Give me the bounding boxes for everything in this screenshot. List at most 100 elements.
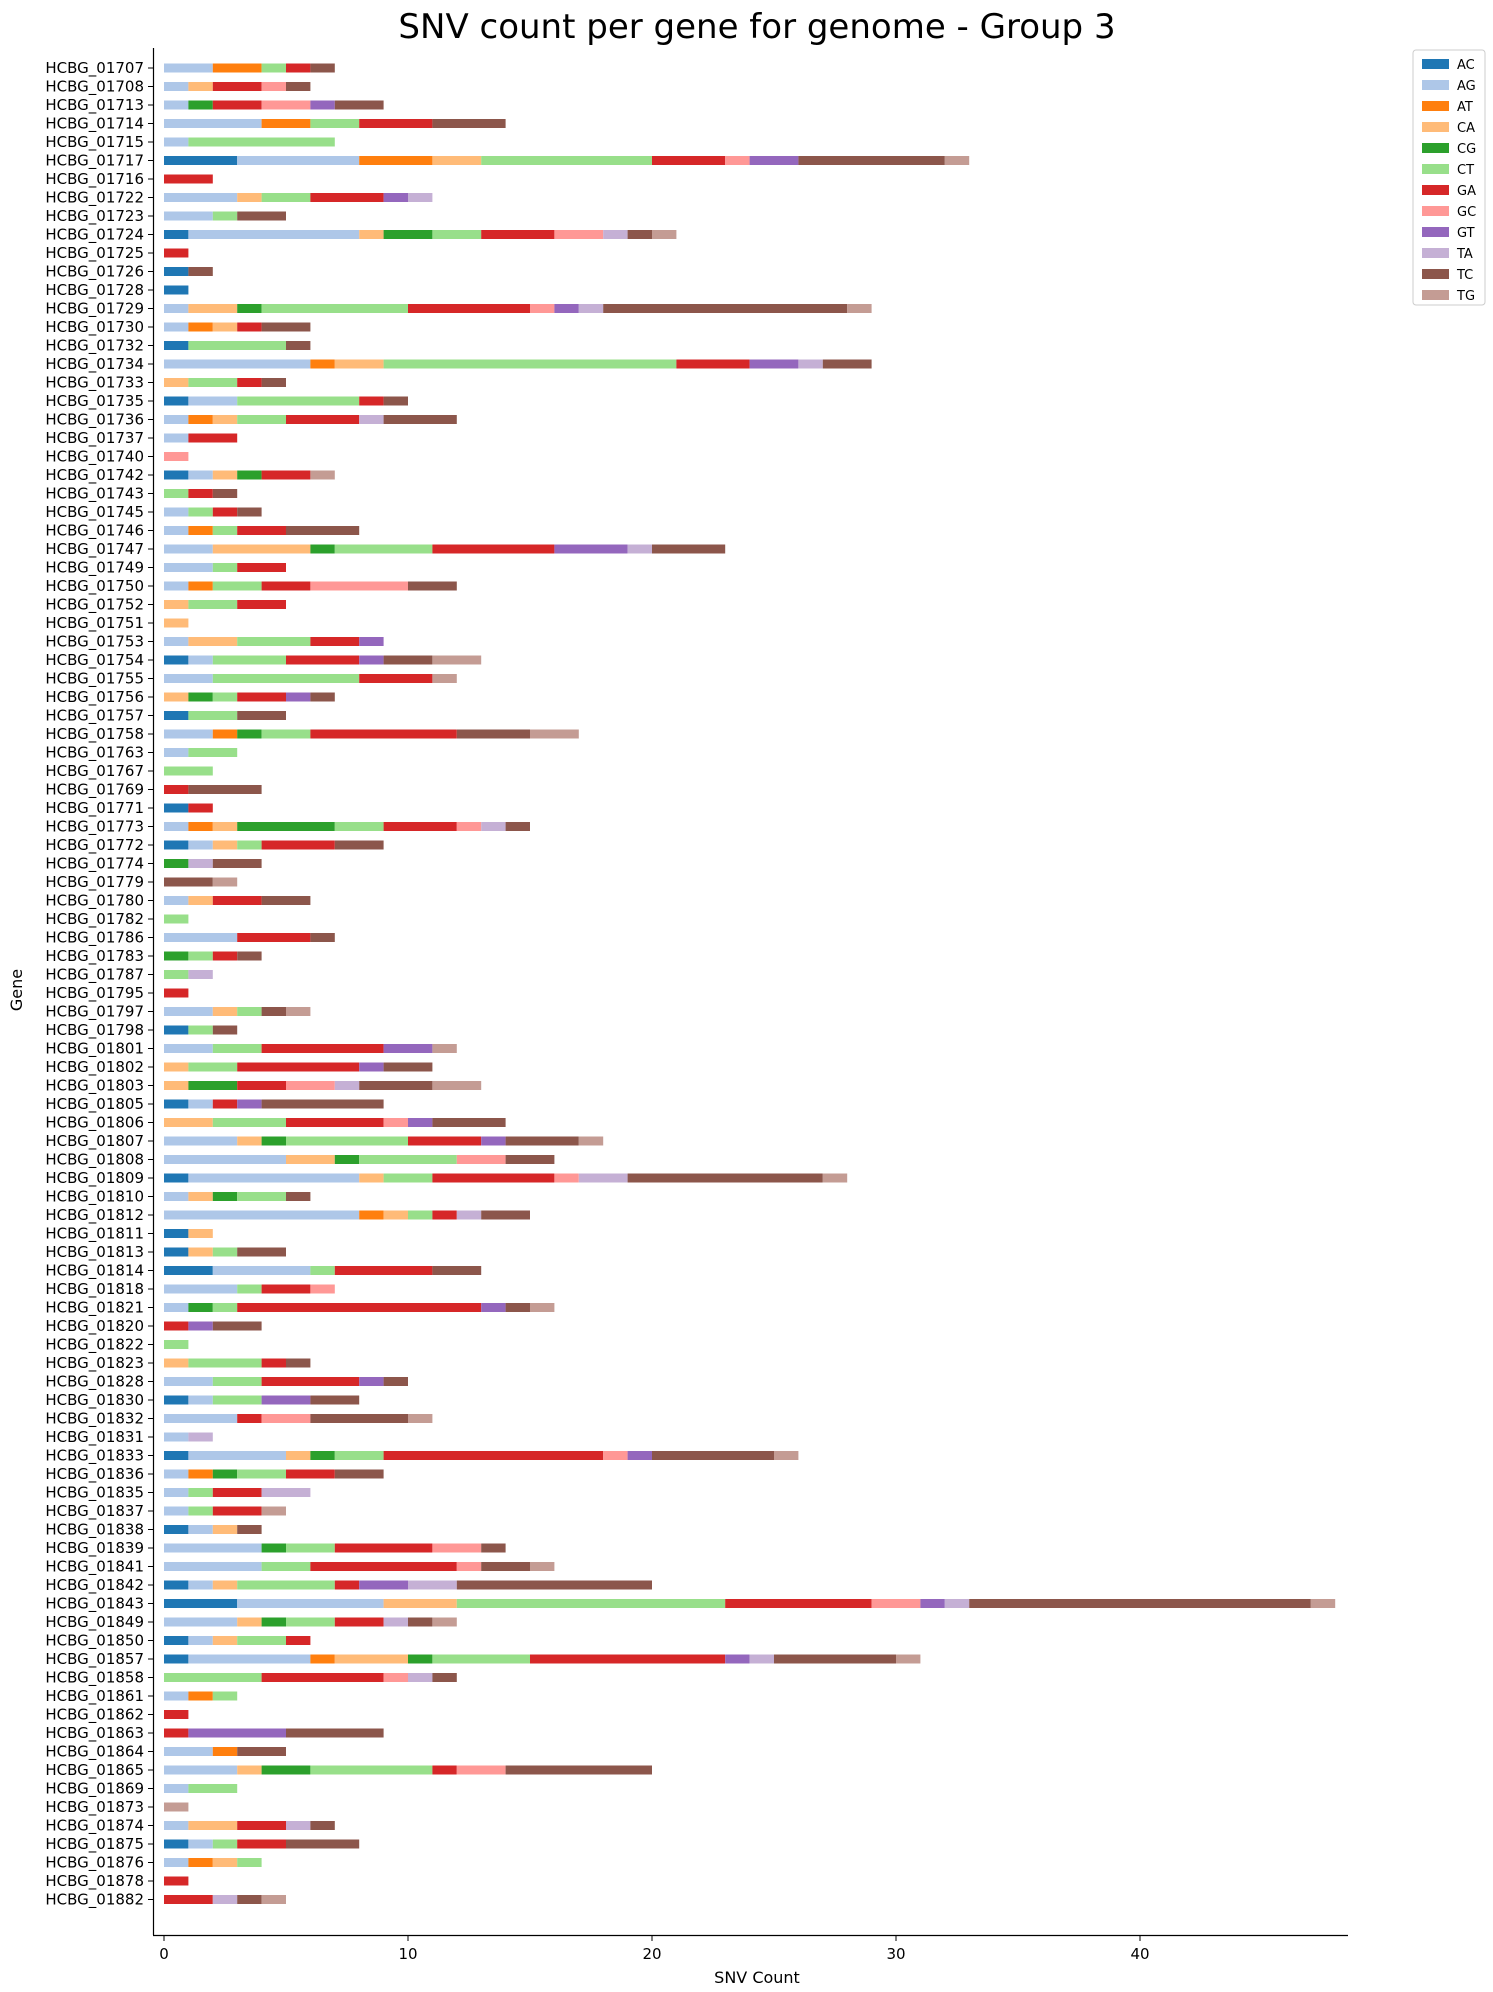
bar-segment-GA <box>408 304 530 313</box>
bar-segment-CT <box>481 156 652 165</box>
bar-segment-TC <box>261 1099 384 1109</box>
bar-segment-CT <box>188 1506 213 1516</box>
bar-segment-AC <box>164 1229 189 1238</box>
bar-segment-CA <box>359 230 384 239</box>
bar-segment-TG <box>896 1654 921 1664</box>
bar-segment-CT <box>237 1858 262 1867</box>
bar-segment-TC <box>237 711 286 720</box>
bar-segment-GA <box>261 1673 384 1682</box>
bar-segment-AG <box>164 933 238 942</box>
bar-segment-GA <box>310 637 360 646</box>
bar-segment-AT <box>188 822 213 831</box>
bar-segment-AT <box>310 1654 335 1664</box>
bar-segment-CA <box>334 359 384 369</box>
bar-segment-CA <box>164 600 189 609</box>
y-tick-label: HCBG_01820 <box>45 1317 144 1336</box>
bar-segment-CG <box>188 1081 238 1090</box>
bar-segment-TC <box>505 822 530 831</box>
bar-segment-AG <box>164 1044 213 1053</box>
y-tick-label: HCBG_01810 <box>45 1188 144 1207</box>
bar-segment-CT <box>212 211 238 221</box>
bar-segment-TC <box>505 1155 555 1164</box>
x-tick-label: 10 <box>398 1945 417 1963</box>
bar-segment-CA <box>212 544 311 554</box>
bar-segment-GA <box>188 803 213 813</box>
bar-segment-CT <box>237 1636 286 1645</box>
bar-segment-GA <box>261 581 311 591</box>
bar-segment-TG <box>944 156 970 165</box>
y-tick-label: HCBG_01818 <box>45 1280 144 1299</box>
bar-segment-CT <box>164 766 213 776</box>
bar-segment-CT <box>188 137 335 147</box>
bar-segment-CT <box>261 304 408 313</box>
y-tick-label: HCBG_01835 <box>45 1484 144 1503</box>
bar-segment-TC <box>237 211 286 221</box>
bar-segment-AT <box>212 729 238 739</box>
bar-segment-GC <box>164 452 189 461</box>
bar-segment-CG <box>261 1136 286 1146</box>
y-tick-label: HCBG_01736 <box>45 411 144 430</box>
bar-segment-CT <box>237 1192 286 1201</box>
bar-segment-GA <box>334 1617 384 1627</box>
y-tick-label: HCBG_01863 <box>45 1724 144 1743</box>
bar-segment-TC <box>164 877 213 887</box>
bar-segment-GT <box>359 1580 408 1590</box>
bar-segment-CT <box>188 711 238 720</box>
bar-segment-AC <box>164 285 189 295</box>
bar-segment-AG <box>188 470 213 480</box>
bar-segment-GA <box>237 1414 262 1423</box>
bar-segment-GC <box>871 1599 921 1608</box>
x-axis-label: SNV Count <box>714 1968 800 1987</box>
bar-segment-TA <box>261 1488 311 1497</box>
bar-segment-TG <box>261 1506 286 1516</box>
bar-segment-AG <box>164 193 238 202</box>
bar-segment-AC <box>164 470 189 480</box>
bar-segment-CA <box>237 1136 262 1146</box>
bar-segment-AG <box>164 137 189 147</box>
bar-segment-TC <box>237 1747 286 1756</box>
bar-segment-CT <box>237 1469 286 1479</box>
bar-segment-TG <box>774 1451 799 1460</box>
y-tick-label: HCBG_01737 <box>45 429 144 448</box>
bar-segment-AG <box>164 1136 238 1146</box>
bar-segment-TA <box>334 1081 360 1090</box>
bar-segment-TC <box>310 933 335 942</box>
bar-segment-CT <box>188 341 286 350</box>
bar-segment-CT <box>237 415 286 424</box>
bar-segment-CA <box>359 1173 384 1183</box>
bar-segment-GC <box>456 1562 482 1571</box>
bar-segment-GA <box>164 1895 213 1904</box>
bar-segment-CG <box>188 100 213 110</box>
bar-segment-CA <box>188 1247 213 1257</box>
y-tick-label: HCBG_01836 <box>45 1465 144 1484</box>
bar-segment-GA <box>237 1081 286 1090</box>
y-tick-label: HCBG_01787 <box>45 966 144 985</box>
bar-segment-TC <box>627 230 652 239</box>
bar-segment-AG <box>164 1506 189 1516</box>
bar-segment-AG <box>164 563 213 572</box>
bar-segment-CA <box>432 156 482 165</box>
y-tick-label: HCBG_01714 <box>45 115 144 134</box>
bar-segment-TC <box>481 1543 506 1553</box>
bar-segment-AC <box>164 1525 189 1534</box>
bar-segment-TC <box>481 1210 530 1220</box>
bar-segment-AG <box>212 1266 311 1275</box>
bar-segment-AG <box>164 1858 189 1867</box>
bar-segment-CA <box>188 1821 238 1830</box>
y-tick-label: HCBG_01751 <box>45 614 144 633</box>
y-tick-label: HCBG_01842 <box>45 1576 144 1595</box>
bar-segment-TC <box>383 415 457 424</box>
y-tick-label: HCBG_01806 <box>45 1114 144 1133</box>
bar-segment-GA <box>261 840 335 850</box>
legend-swatch-TC <box>1422 269 1449 279</box>
legend-swatch-TA <box>1422 248 1449 258</box>
bar-segment-TC <box>334 840 384 850</box>
bar-segment-AG <box>188 1580 213 1590</box>
chart-title: SNV count per gene for genome - Group 3 <box>398 7 1115 47</box>
bar-segment-TC <box>969 1599 1311 1608</box>
bar-segment-CA <box>334 1654 408 1664</box>
bar-segment-AG <box>164 674 213 683</box>
y-tick-label: HCBG_01723 <box>45 207 144 226</box>
y-tick-label: HCBG_01843 <box>45 1595 144 1614</box>
